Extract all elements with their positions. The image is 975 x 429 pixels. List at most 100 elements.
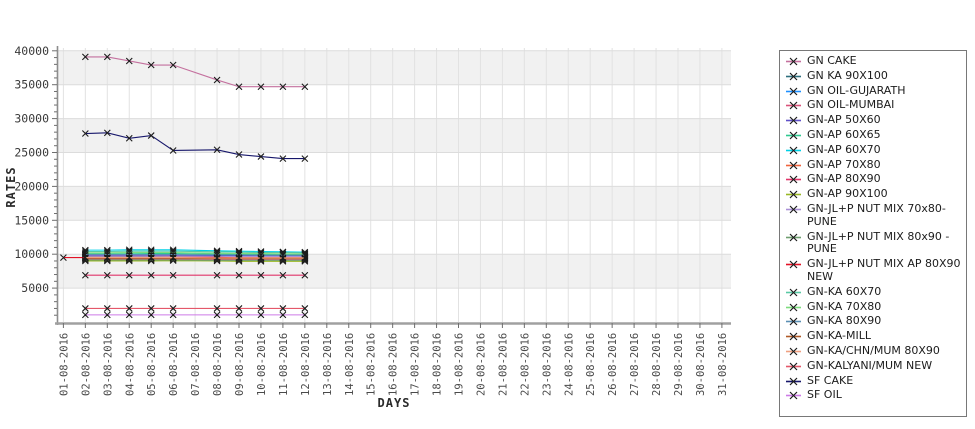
series-line [85, 250, 305, 254]
legend-marker-icon [786, 332, 801, 341]
legend-item: GN CAKE [785, 54, 962, 69]
x-tick-label: 02-08-2016 [80, 333, 92, 396]
legend-item-label: GN-KALYANI/MUM NEW [807, 358, 933, 372]
legend-item-label: GN-AP 90X100 [807, 187, 888, 201]
legend-item: SF OIL [785, 388, 962, 403]
x-tick-label: 01-08-2016 [58, 333, 70, 396]
legend-marker-icon [786, 288, 801, 297]
series-markers [81, 53, 309, 91]
series-line [85, 249, 305, 253]
x-tick-label: 12-08-2016 [300, 333, 312, 396]
legend-item-label: GN CAKE [807, 54, 857, 67]
x-tick-label: 20-08-2016 [475, 333, 487, 396]
x-tick-label: 15-08-2016 [366, 333, 378, 396]
y-tick-label: 5000 [21, 281, 49, 295]
y-axis-title: RATES [4, 166, 18, 208]
series-line [85, 252, 305, 256]
x-tick-label: 24-08-2016 [563, 333, 575, 396]
x-tick-label: 22-08-2016 [519, 333, 531, 396]
legend-item-label: GN-AP 70X80 [807, 157, 881, 171]
y-tick-label: 40000 [14, 44, 49, 58]
legend-item-label: GN-AP 50X60 [807, 113, 881, 127]
x-tick-label: 29-08-2016 [673, 333, 685, 396]
legend-item: GN-KALYANI/MUM NEW [785, 359, 962, 374]
series-line [85, 56, 305, 88]
x-tick-label: 05-08-2016 [146, 333, 158, 396]
y-tick-label: 15000 [14, 213, 49, 227]
legend-marker-icon [786, 161, 801, 170]
legend-item: GN-KA/CHN/MUM 80X90 [785, 344, 962, 359]
legend-item: GN-KA-MILL [785, 329, 962, 344]
legend-marker-icon [786, 190, 801, 199]
series-line [85, 260, 305, 262]
legend-marker-icon [786, 205, 801, 214]
series-markers [81, 305, 309, 312]
legend-marker-icon [786, 72, 801, 81]
legend-marker-icon [786, 146, 801, 155]
legend-item-label: GN-KA 60X70 [807, 284, 882, 298]
legend-item: GN-JL+P NUT MIX AP 80X90 NEW [785, 257, 962, 285]
plot-band [57, 50, 731, 85]
legend-item: GN KA 90X100 [785, 69, 962, 84]
legend-marker-icon [786, 377, 801, 385]
legend-marker-icon [786, 233, 801, 241]
legend-marker-icon [786, 57, 801, 66]
x-tick-label: 30-08-2016 [695, 333, 707, 396]
legend-marker-icon [786, 175, 801, 184]
series-markers [81, 251, 309, 259]
legend-marker-icon [786, 347, 801, 356]
legend-marker-icon [786, 116, 801, 125]
x-tick-label: 11-08-2016 [278, 333, 290, 396]
x-tick-label: 28-08-2016 [651, 333, 663, 396]
y-tick-label: 10000 [14, 247, 49, 261]
legend-item-label: GN-KA 70X80 [807, 299, 882, 313]
legend-item: GN-JL+P NUT MIX 80x90 - PUNE [785, 230, 962, 258]
legend-item-label: SF OIL [807, 388, 842, 402]
x-tick-label: 27-08-2016 [629, 333, 641, 396]
legend-item: GN-AP 50X60 [785, 113, 962, 128]
legend-item: SF CAKE [785, 374, 962, 389]
x-tick-label: 17-08-2016 [410, 333, 422, 396]
x-tick-label: 13-08-2016 [322, 333, 334, 396]
y-tick-label: 30000 [14, 112, 49, 126]
x-tick-label: 04-08-2016 [124, 333, 136, 396]
legend-item: GN-KA 80X90 [785, 314, 962, 329]
legend-item-label: GN OIL-GUJARATH [807, 83, 906, 97]
legend-marker-icon [786, 317, 801, 326]
x-tick-label: 18-08-2016 [432, 333, 444, 396]
legend-marker-icon [786, 303, 801, 311]
legend-item: GN OIL-MUMBAI [785, 98, 962, 113]
legend-item: GN-AP 60X65 [785, 128, 962, 143]
rates-line-chart: 5000 10000 15000 20000 25000 30000 35000 40000 0… [14, 44, 731, 396]
legend-item: GN-AP 70X80 [785, 158, 962, 173]
x-tick-label: 03-08-2016 [102, 333, 114, 396]
x-axis-title: DAYS [377, 396, 411, 410]
x-tick-label: 21-08-2016 [497, 333, 509, 396]
y-tick-label: 35000 [14, 78, 49, 92]
x-tick-label: 06-08-2016 [168, 333, 180, 396]
legend-item-label: GN-JL+P NUT MIX 70x80-PUNE [807, 201, 946, 228]
x-tick-label: 23-08-2016 [541, 333, 553, 396]
plot-band [57, 118, 731, 153]
legend-item: GN OIL-GUJARATH [785, 84, 962, 99]
legend-marker-icon [786, 362, 801, 371]
legend-item-label: GN-AP 60X70 [807, 142, 881, 156]
legend-item-label: GN-AP 60X65 [807, 127, 881, 141]
series-markers [81, 311, 309, 319]
legend-item-label: SF CAKE [807, 373, 854, 387]
series-markers [81, 249, 309, 258]
series-markers [81, 256, 309, 264]
x-tick-label: 07-08-2016 [190, 333, 202, 396]
legend-item-label: GN-AP 80X90 [807, 172, 881, 186]
legend-marker-icon [786, 131, 801, 140]
y-tick-label: 20000 [14, 179, 49, 193]
legend-item: GN-KA 70X80 [785, 300, 962, 315]
legend-item-label: GN-KA/CHN/MUM 80X90 [807, 343, 940, 357]
series-markers [81, 129, 309, 162]
y-tick-label: 25000 [14, 146, 49, 160]
legend: GN CAKE GN KA 90X100 GN OIL-GUJARATH GN OIL… [779, 50, 967, 417]
legend-item: GN-AP 80X90 [785, 172, 962, 187]
x-tick-label: 26-08-2016 [607, 333, 619, 396]
legend-marker-icon [786, 101, 801, 110]
x-tick-label: 25-08-2016 [585, 333, 597, 396]
